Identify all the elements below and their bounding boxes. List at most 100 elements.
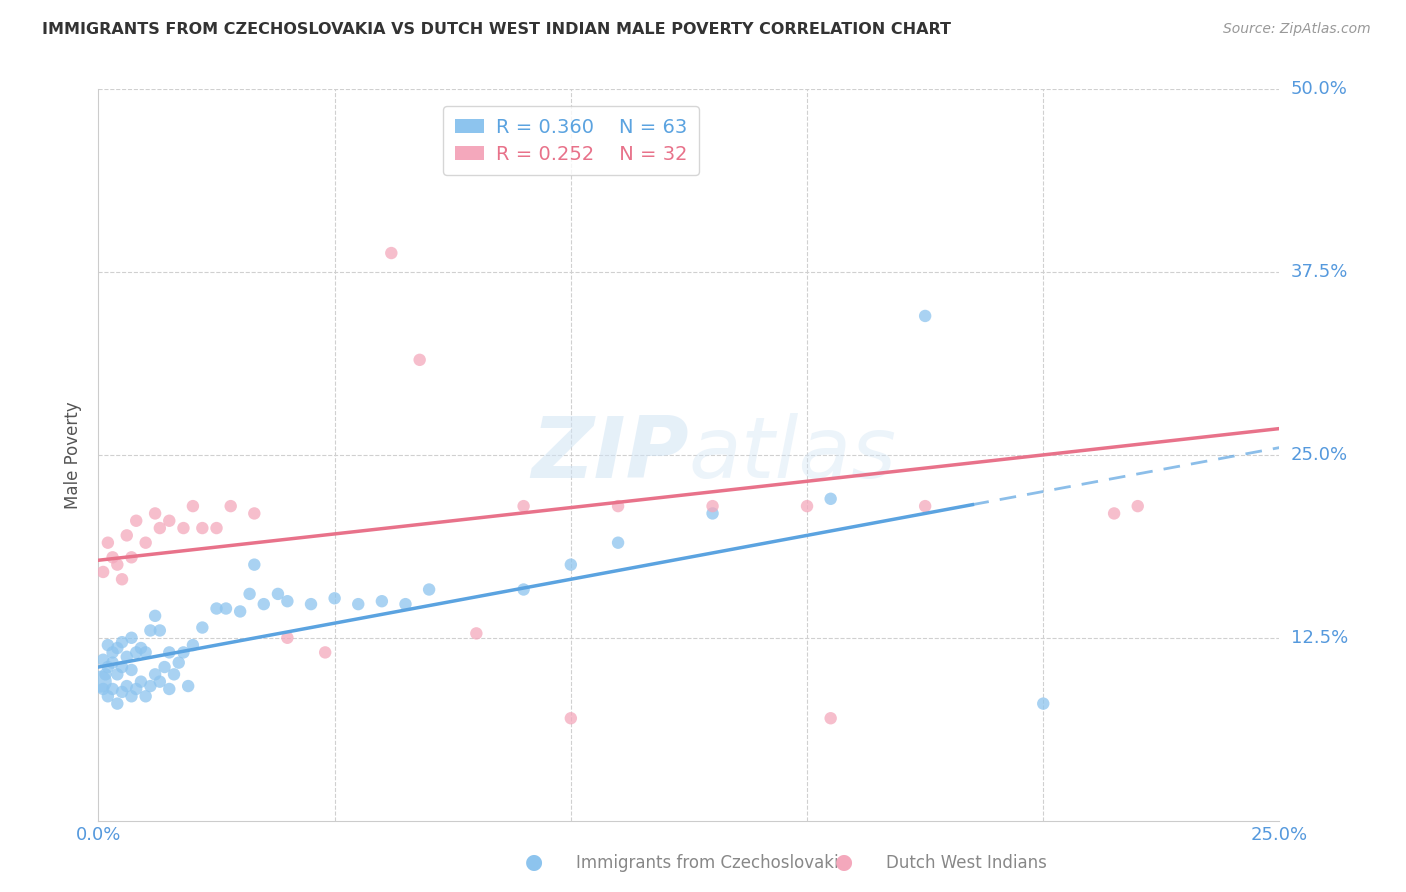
- Point: [129, 674, 152, 689]
- Point: [121, 663, 143, 677]
- Point: [111, 685, 134, 699]
- Point: [914, 309, 936, 323]
- Point: [91, 565, 114, 579]
- Point: [115, 679, 138, 693]
- Point: [512, 582, 534, 597]
- Text: Source: ZipAtlas.com: Source: ZipAtlas.com: [1223, 22, 1371, 37]
- Point: [111, 572, 134, 586]
- Point: [115, 649, 138, 664]
- Point: [1032, 697, 1054, 711]
- Point: [149, 674, 172, 689]
- Point: [205, 521, 228, 535]
- Text: atlas: atlas: [689, 413, 897, 497]
- Point: [267, 587, 290, 601]
- Point: [129, 640, 152, 655]
- Point: [97, 660, 120, 674]
- Point: [276, 594, 298, 608]
- Point: [314, 645, 336, 659]
- Point: [105, 558, 128, 572]
- Point: [380, 246, 402, 260]
- Point: [163, 667, 186, 681]
- Point: [560, 711, 582, 725]
- Point: [101, 645, 124, 659]
- Point: [914, 499, 936, 513]
- Point: [105, 640, 128, 655]
- Point: [205, 601, 228, 615]
- Point: [172, 521, 194, 535]
- Point: [323, 591, 346, 606]
- Point: [181, 638, 204, 652]
- Point: [371, 594, 394, 608]
- Point: [105, 697, 128, 711]
- Point: [607, 535, 630, 549]
- Point: [97, 535, 120, 549]
- Point: [702, 507, 724, 521]
- Point: [560, 558, 582, 572]
- Point: [796, 499, 818, 513]
- Point: [167, 656, 190, 670]
- Point: [101, 550, 124, 565]
- Point: [394, 597, 416, 611]
- Point: [157, 681, 180, 696]
- Point: [91, 681, 114, 696]
- Point: [149, 624, 172, 638]
- Point: [177, 679, 200, 693]
- Text: IMMIGRANTS FROM CZECHOSLOVAKIA VS DUTCH WEST INDIAN MALE POVERTY CORRELATION CHA: IMMIGRANTS FROM CZECHOSLOVAKIA VS DUTCH …: [42, 22, 952, 37]
- Point: [418, 582, 440, 597]
- Point: [229, 604, 252, 618]
- Point: [121, 550, 143, 565]
- Point: [191, 621, 214, 635]
- Point: [125, 645, 148, 659]
- Text: 50.0%: 50.0%: [1291, 80, 1347, 98]
- Point: [149, 521, 172, 535]
- Point: [465, 626, 488, 640]
- Point: [121, 690, 143, 704]
- Legend: R = 0.360    N = 63, R = 0.252    N = 32: R = 0.360 N = 63, R = 0.252 N = 32: [443, 106, 699, 176]
- Point: [153, 660, 176, 674]
- Point: [191, 521, 214, 535]
- Point: [702, 499, 724, 513]
- Point: [97, 690, 120, 704]
- Text: ZIP: ZIP: [531, 413, 689, 497]
- Point: [94, 667, 117, 681]
- Point: [143, 608, 166, 623]
- Point: [91, 653, 114, 667]
- Point: [243, 507, 266, 521]
- Point: [243, 558, 266, 572]
- Point: [276, 631, 298, 645]
- Text: Dutch West Indians: Dutch West Indians: [886, 855, 1046, 872]
- Point: [105, 667, 128, 681]
- Point: [97, 638, 120, 652]
- Text: 12.5%: 12.5%: [1291, 629, 1348, 647]
- Text: ●: ●: [526, 853, 543, 872]
- Point: [299, 597, 322, 611]
- Point: [157, 645, 180, 659]
- Point: [820, 491, 842, 506]
- Point: [125, 514, 148, 528]
- Point: [90, 674, 112, 689]
- Point: [157, 514, 180, 528]
- Point: [1102, 507, 1125, 521]
- Point: [121, 631, 143, 645]
- Point: [239, 587, 262, 601]
- Text: Immigrants from Czechoslovakia: Immigrants from Czechoslovakia: [576, 855, 849, 872]
- Point: [512, 499, 534, 513]
- Point: [347, 597, 370, 611]
- Point: [115, 528, 138, 542]
- Point: [181, 499, 204, 513]
- Point: [172, 645, 194, 659]
- Point: [135, 535, 157, 549]
- Point: [101, 681, 124, 696]
- Point: [219, 499, 242, 513]
- Point: [607, 499, 630, 513]
- Point: [253, 597, 276, 611]
- Point: [135, 690, 157, 704]
- Point: [125, 681, 148, 696]
- Point: [111, 635, 134, 649]
- Text: ●: ●: [835, 853, 852, 872]
- Point: [135, 645, 157, 659]
- Point: [143, 507, 166, 521]
- Point: [101, 656, 124, 670]
- Point: [139, 679, 162, 693]
- Y-axis label: Male Poverty: Male Poverty: [65, 401, 83, 508]
